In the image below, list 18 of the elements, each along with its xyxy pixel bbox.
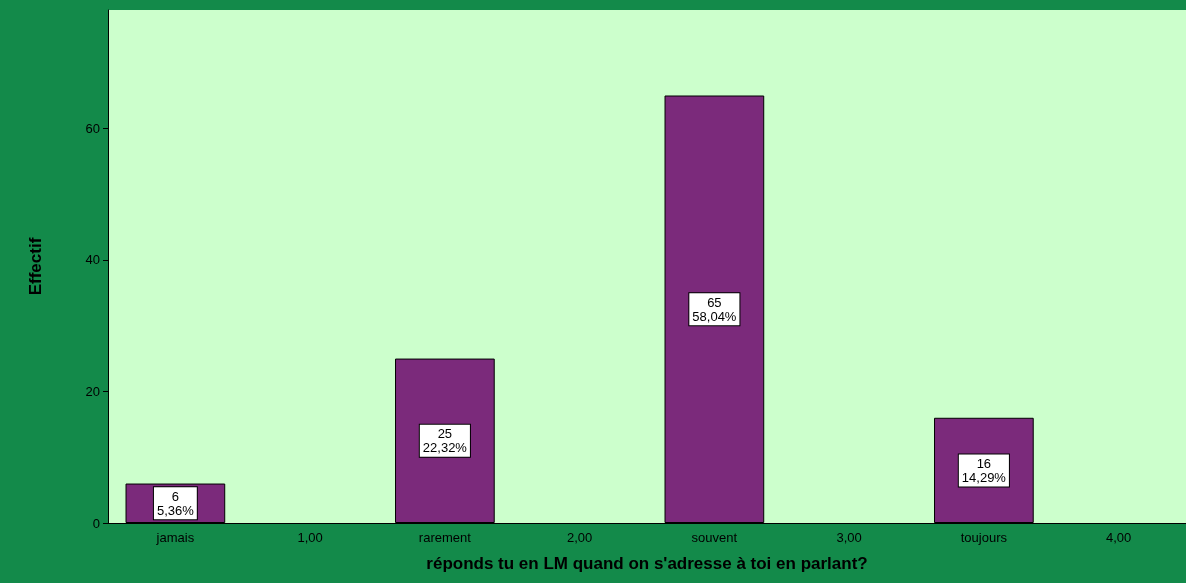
y-tick-label: 0 [92,515,100,531]
x-tick-label: 4,00 [1105,530,1132,545]
data-label: 25 22,32% [422,426,468,456]
x-tick-label: 2,00 [566,530,593,545]
x-tick-label: 1,00 [297,530,323,545]
x-tick-label: rarement [418,530,472,545]
x-axis-title: réponds tu en LM quand on s'adresse à toi en parlant? [426,554,868,573]
data-label: 65 58,04% [692,294,737,324]
y-tick-label: 40 [85,252,100,268]
y-tick-label: 20 [85,383,100,399]
data-label: 6 5,36% [156,488,195,518]
y-tick-label: 60 [85,120,100,136]
x-tick-label: jamais [155,530,195,545]
x-tick-label: toujours [960,530,1008,545]
y-axis-title: Effectif [26,237,45,296]
x-tick-label: souvent [691,530,738,545]
x-tick-label: 3,00 [836,530,862,545]
data-label: 16 14,29% [961,455,1007,485]
